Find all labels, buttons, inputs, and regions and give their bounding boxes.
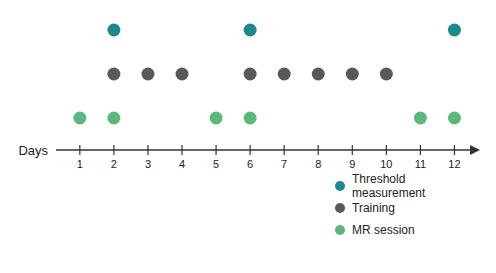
dot bbox=[107, 24, 120, 37]
x-tick bbox=[454, 145, 455, 155]
dot bbox=[414, 112, 427, 125]
x-tick-label: 9 bbox=[349, 158, 355, 170]
legend-swatch bbox=[335, 203, 345, 213]
x-tick-label: 12 bbox=[448, 158, 460, 170]
x-tick-label: 4 bbox=[179, 158, 185, 170]
dot bbox=[448, 112, 461, 125]
x-tick-label: 6 bbox=[247, 158, 253, 170]
x-tick bbox=[386, 145, 387, 155]
x-tick-label: 7 bbox=[281, 158, 287, 170]
plot-area bbox=[73, 24, 461, 125]
x-tick-label: 2 bbox=[111, 158, 117, 170]
chart-svg: 123456789101112DaysThresholdmeasurementT… bbox=[0, 0, 496, 273]
x-tick bbox=[147, 145, 148, 155]
dot bbox=[244, 24, 257, 37]
dot bbox=[210, 112, 223, 125]
legend-swatch bbox=[335, 181, 345, 191]
x-tick bbox=[113, 145, 114, 155]
dot bbox=[244, 68, 257, 81]
legend-label: Thresholdmeasurement bbox=[352, 172, 426, 200]
dot bbox=[346, 68, 359, 81]
x-tick bbox=[420, 145, 421, 155]
dot bbox=[107, 112, 120, 125]
dot bbox=[176, 68, 189, 81]
dot bbox=[278, 68, 291, 81]
x-tick-label: 3 bbox=[145, 158, 151, 170]
x-tick-label: 10 bbox=[380, 158, 392, 170]
legend-label: MR session bbox=[352, 223, 415, 237]
x-tick bbox=[284, 145, 285, 155]
x-tick bbox=[318, 145, 319, 155]
x-tick-label: 11 bbox=[415, 158, 426, 170]
x-axis-label: Days bbox=[18, 143, 48, 158]
dot bbox=[141, 68, 154, 81]
dot bbox=[73, 112, 86, 125]
dot bbox=[244, 112, 257, 125]
x-tick-label: 8 bbox=[315, 158, 321, 170]
chart-container: 123456789101112DaysThresholdmeasurementT… bbox=[0, 0, 496, 273]
x-tick-label: 5 bbox=[213, 158, 219, 170]
x-axis-arrow bbox=[470, 145, 480, 155]
legend-swatch bbox=[335, 225, 345, 235]
x-tick bbox=[181, 145, 182, 155]
legend-label: Training bbox=[352, 201, 395, 215]
dot bbox=[107, 68, 120, 81]
dot bbox=[380, 68, 393, 81]
x-tick bbox=[352, 145, 353, 155]
dot bbox=[312, 68, 325, 81]
x-tick-label: 1 bbox=[77, 158, 83, 170]
legend: ThresholdmeasurementTraining MR session bbox=[335, 172, 426, 237]
x-tick bbox=[215, 145, 216, 155]
x-tick bbox=[250, 145, 251, 155]
x-axis-line bbox=[56, 149, 472, 151]
dot bbox=[448, 24, 461, 37]
x-tick bbox=[79, 145, 80, 155]
